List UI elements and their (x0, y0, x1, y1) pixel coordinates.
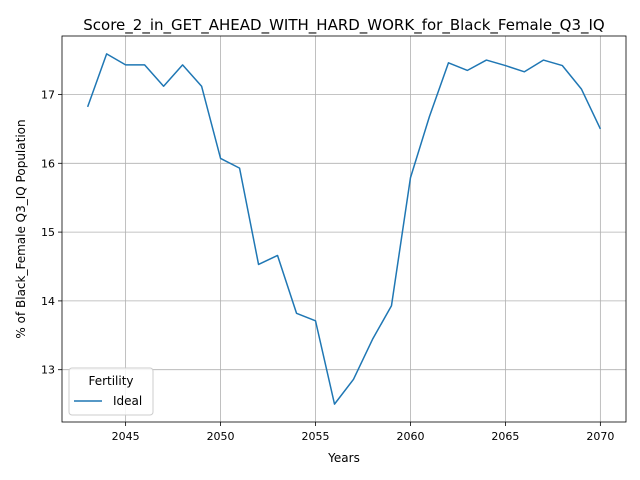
grid-layer (62, 36, 626, 422)
plot-area-frame (61, 35, 627, 423)
chart-title: Score_2_in_GET_AHEAD_WITH_HARD_WORK_for_… (83, 16, 604, 35)
x-tick-label: 2065 (491, 430, 519, 443)
x-tick-label: 2060 (396, 430, 424, 443)
x-tick-label: 2045 (112, 430, 140, 443)
legend-label-ideal: Ideal (113, 394, 142, 408)
y-tick-label: 17 (41, 88, 55, 101)
x-axis-label: Years (327, 451, 360, 465)
x-tick-label: 2050 (207, 430, 235, 443)
series-line-ideal (86, 53, 602, 405)
y-axis-label: % of Black_Female Q3_IQ Population (14, 119, 28, 338)
legend: Fertility Ideal (68, 367, 154, 416)
y-tick-label: 16 (41, 157, 55, 170)
legend-box (68, 367, 154, 416)
y-tick-label: 14 (41, 295, 55, 308)
x-tick-label: 2070 (586, 430, 614, 443)
x-tick-label: 2055 (302, 430, 330, 443)
y-tick-label: 13 (41, 364, 55, 377)
ticks-layer: 2045 2050 2055 2060 2065 2070 13 14 15 16 17 (41, 88, 614, 443)
y-tick-label: 15 (41, 226, 55, 239)
legend-title: Fertility (88, 374, 133, 388)
series-layer (86, 53, 602, 405)
